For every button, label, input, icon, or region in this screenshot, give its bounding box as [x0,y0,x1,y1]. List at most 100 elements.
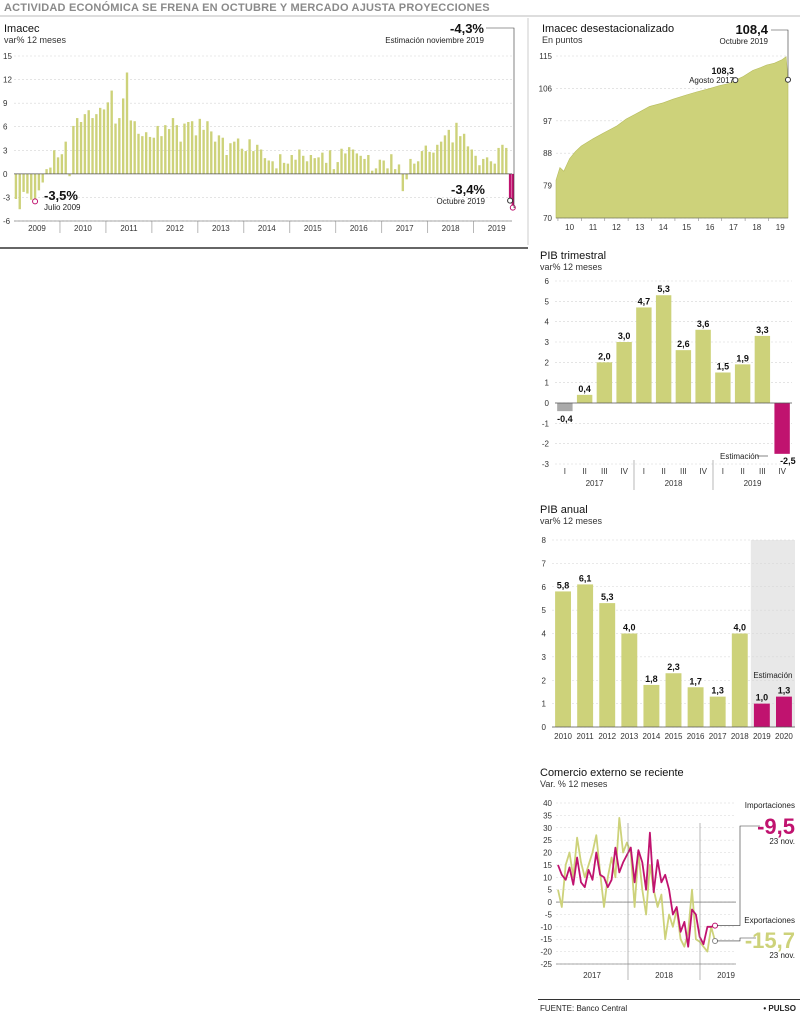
comercio-ytick-label: 35 [543,811,552,820]
imacec-min-value: -3,5% [44,188,78,203]
imacec-min-date: Julio 2009 [44,203,81,212]
imacec-bar [213,141,217,174]
desest-peak-marker [732,77,739,84]
imacec-bar [259,149,263,174]
desest-xtick-label: 10 [565,223,574,232]
pibq-quarter-label: I [564,467,566,476]
comercio-title: Comercio externo se reciente [540,767,684,779]
imacec-bar [26,173,29,194]
piba-year-label: 2020 [775,732,793,741]
imacec-bar [156,125,159,174]
imacec-bar [183,123,186,174]
pibq-value-label: 1,5 [717,362,730,372]
imacec-bar [363,158,366,174]
imacec-bar [328,150,332,174]
imacec-bar [470,149,473,174]
pibq-quarter-label: II [740,467,744,476]
imacec-bar [497,147,500,174]
pibq-bar [774,403,790,454]
imacec-bar [443,135,447,174]
imacec-bar [30,173,33,200]
pibq-value-label: 1,9 [736,353,749,363]
piba-value-label: 1,3 [778,686,791,696]
desest-xtick-label: 12 [612,223,621,232]
piba-value-label: 4,0 [734,623,747,633]
piba-year-label: 2012 [598,732,616,741]
imacec-bar [190,121,194,174]
comercio-ytick-label: 5 [548,886,553,895]
imacec-bar [206,121,209,174]
imacec-bar [164,125,167,174]
imacec-desest-chart: Imacec desestacionalizado En puntos 115 1… [539,22,791,232]
imacec-bar [305,161,309,174]
comercio-exp-leader [717,937,756,942]
pibq-value-label: -2,5 [780,456,796,466]
imacec-bar [275,168,278,174]
comercio-year-label: 2017 [583,971,601,980]
comercio-imp-marker [712,922,719,929]
desest-peak-value: 108,3 [711,66,734,76]
imacec-bar [493,163,496,174]
piba-ytick-label: 0 [542,723,547,732]
comercio-line-importaciones [557,831,716,948]
imacec-estimate-bar [511,173,514,208]
imacec-bar [401,173,405,192]
imacec-bar [474,155,477,174]
imacec-bar [382,160,385,174]
pibq-bar [557,403,573,412]
piba-year-label: 2015 [665,732,683,741]
footer-rule [538,999,800,1000]
piba-value-label: 4,0 [623,623,636,633]
piba-bar [577,584,594,727]
footer-brand: • PULSO [763,1004,796,1013]
pibq-ytick-label: -2 [542,440,550,449]
piba-ytick-label: 4 [542,630,547,639]
desest-xtick-label: 13 [635,223,644,232]
imacec-bar [221,137,224,174]
imacec-bar [194,135,198,174]
pibq-bar [695,329,711,403]
imacec-bar [87,110,90,174]
pibq-year-label: 2019 [744,479,762,488]
imacec-bar [282,162,286,174]
desest-xtick-label: 14 [659,223,668,232]
desest-xtick-label: 16 [706,223,715,232]
imacec-bar [99,107,102,174]
pibq-ytick-label: -1 [542,419,550,428]
pibq-quarter-label: IV [699,467,707,476]
comercio-ytick-label: 15 [543,861,552,870]
pibq-ytick-label: 4 [545,318,550,327]
pibq-bar [655,295,672,403]
pibq-bar [636,307,652,403]
imacec-bar [390,154,393,174]
imacec-bar [263,158,267,174]
pibq-value-label: 4,7 [638,296,651,306]
imacec-bar [313,158,316,174]
pibq-value-label: 2,6 [677,339,690,349]
imacec-bar [332,169,336,174]
desest-last-value: 108,4 [735,22,768,37]
pibq-bar [754,335,771,403]
piba-ytick-label: 2 [542,676,547,685]
imacec-bar [367,155,370,174]
imacec-year-label: 2013 [212,224,230,233]
comercio-line-exportaciones [557,817,716,953]
desest-area [555,56,789,219]
imacec-bar [125,72,129,174]
comercio-ytick-label: -25 [540,960,552,969]
pibq-quarter-label: II [661,467,665,476]
pibq-bar [734,364,751,403]
imacec-bar [462,133,466,174]
desest-last-date: Octubre 2019 [720,37,769,46]
imacec-bar [64,141,67,174]
imacec-bar [95,114,98,174]
imacec-ytick-label: 3 [3,146,8,155]
desest-ytick-label: 115 [539,52,552,61]
imacec-bar [478,165,481,174]
page-title: ACTIVIDAD ECONÓMICA SE FRENA EN OCTUBRE … [4,2,490,14]
imacec-year-label: 2010 [74,224,92,233]
piba-value-label: 1,7 [689,676,702,686]
pibq-quarter-label: III [680,467,687,476]
comercio-year-label: 2019 [717,971,735,980]
comercio-ytick-label: 0 [548,898,553,907]
